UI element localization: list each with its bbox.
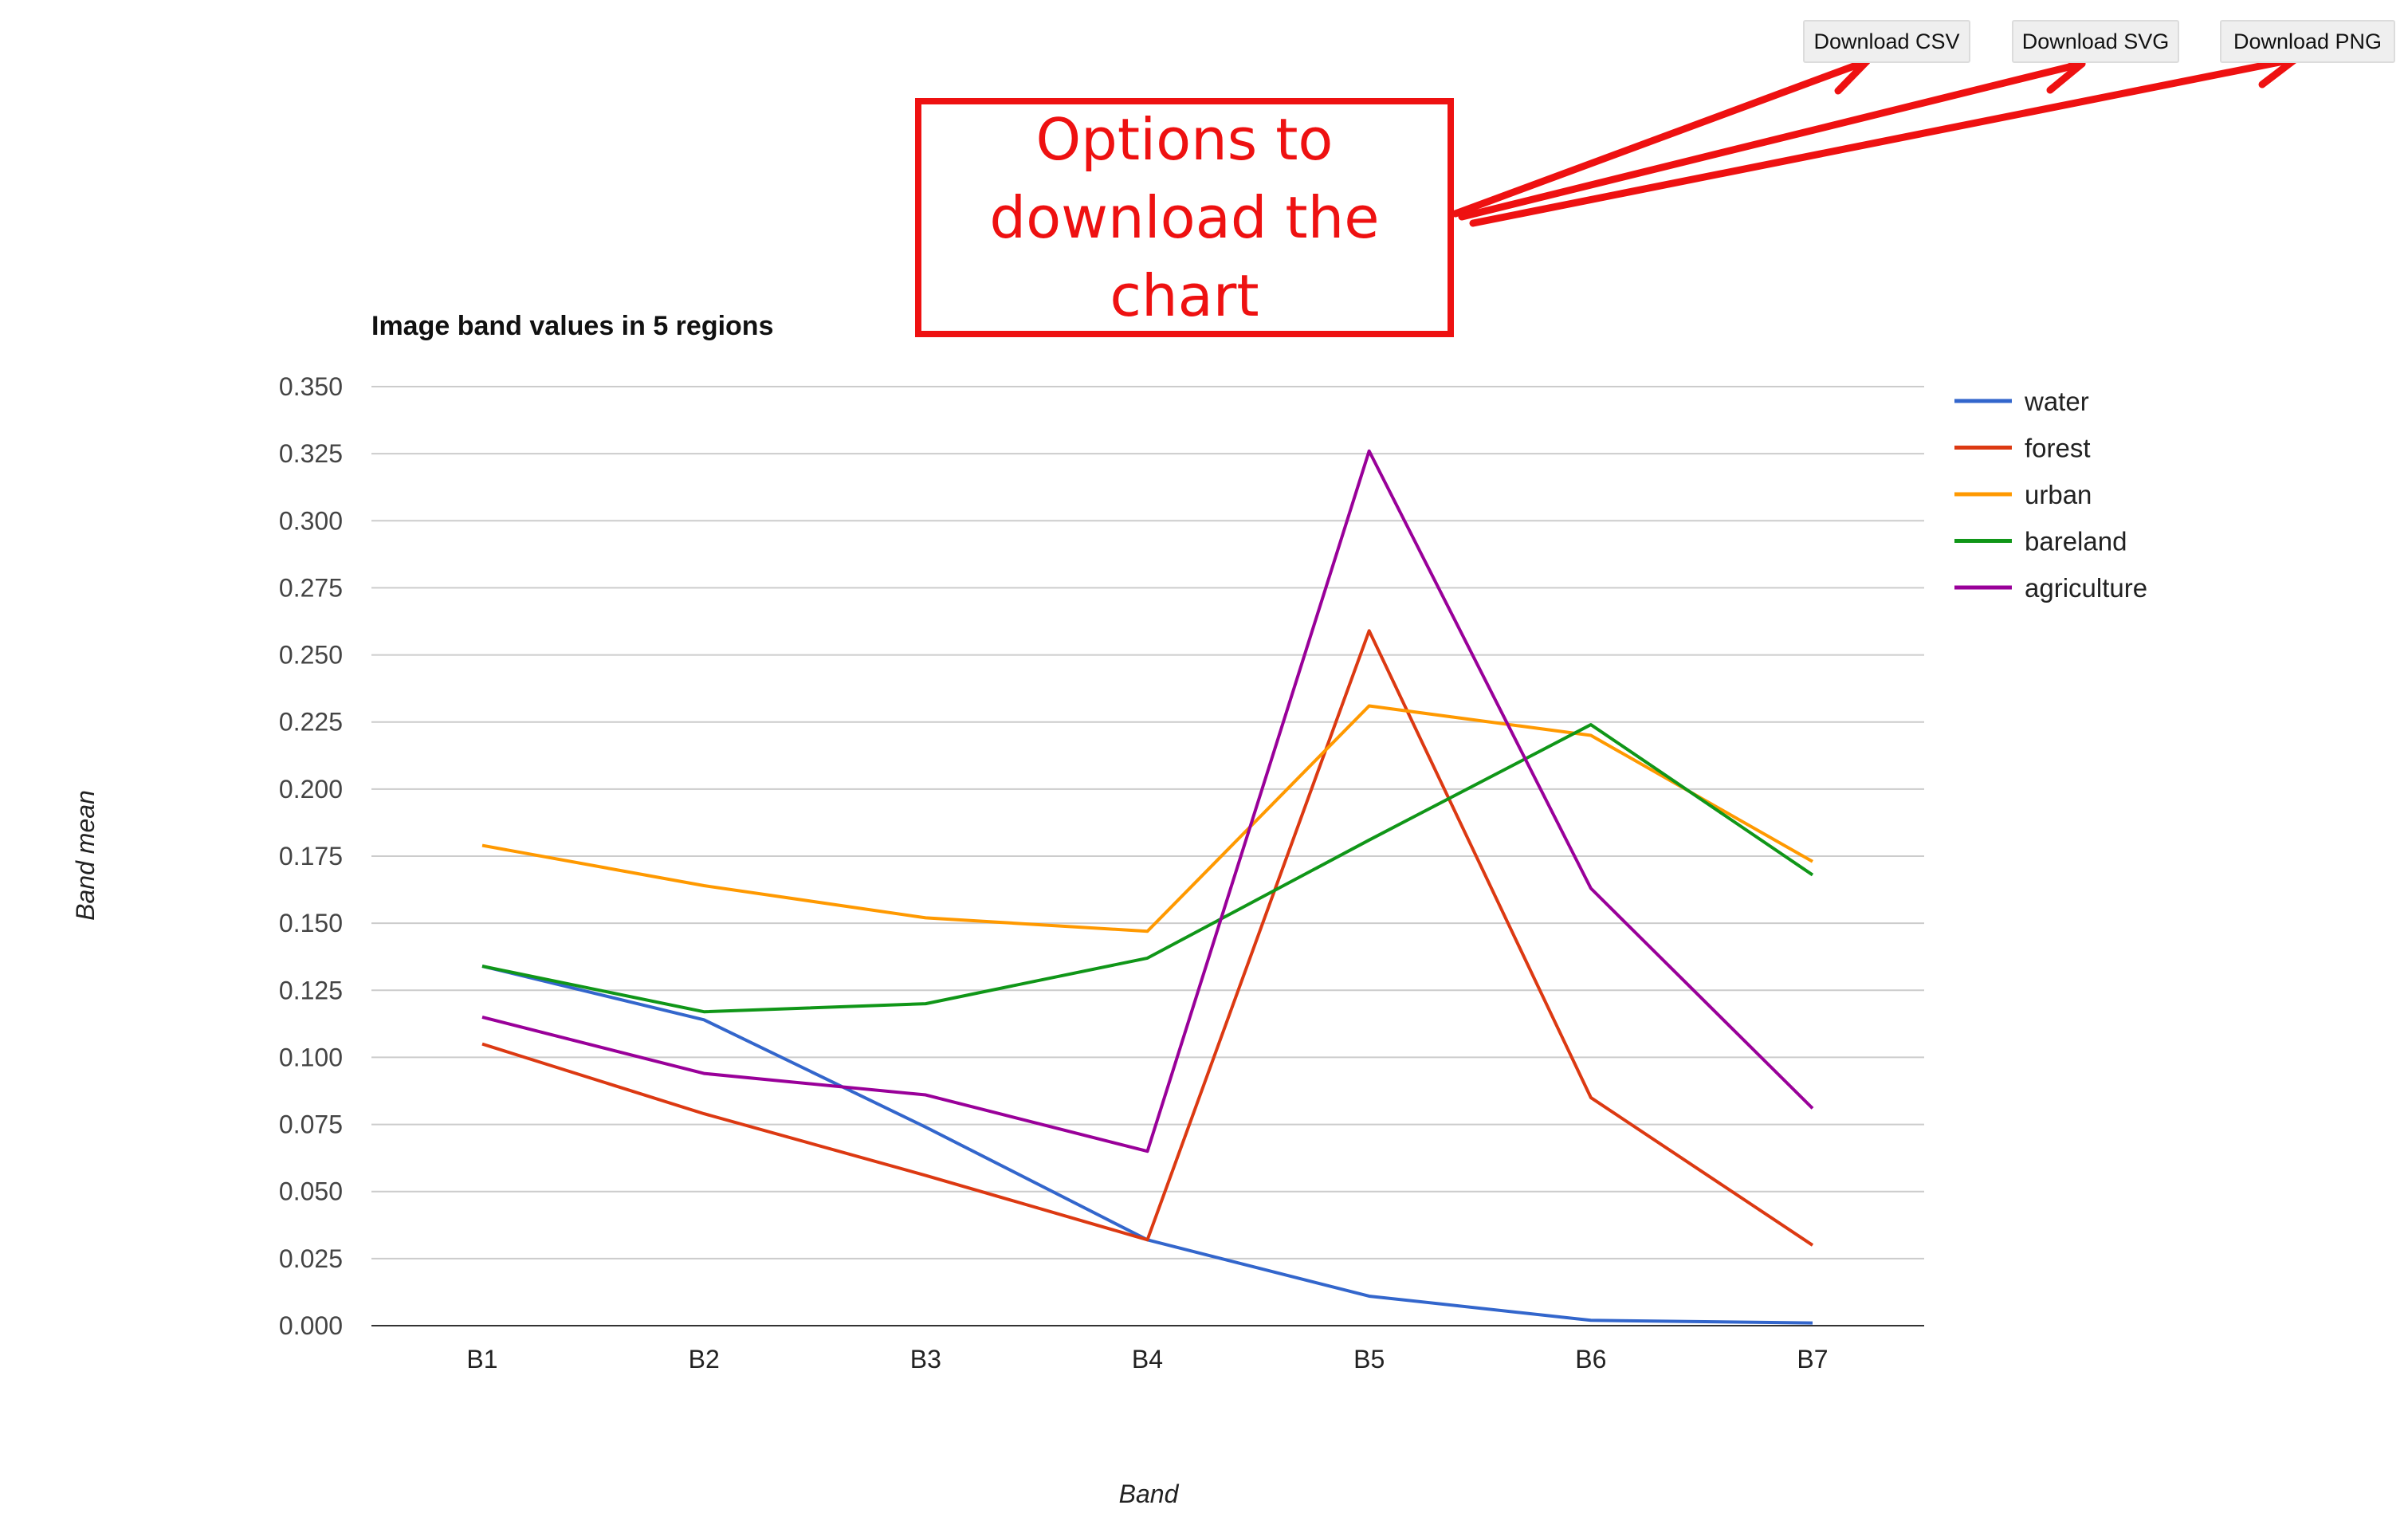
annotation-line-2: download the (989, 184, 1380, 251)
y-axis-label: Band mean (71, 790, 100, 921)
y-tick-label: 0.350 (279, 372, 343, 401)
download-csv-button[interactable]: Download CSV (1803, 20, 1970, 63)
x-tick-label: B2 (689, 1345, 720, 1373)
y-tick-label: 0.300 (279, 506, 343, 535)
chart-title: Image band values in 5 regions (371, 311, 774, 341)
y-tick-label: 0.250 (279, 641, 343, 670)
x-tick-label: B1 (466, 1345, 497, 1373)
legend-label-bareland: bareland (2025, 527, 2127, 556)
series-line-bareland (481, 723, 1814, 1014)
download-svg-button[interactable]: Download SVG (2012, 20, 2179, 63)
y-tick-label: 0.050 (279, 1177, 343, 1206)
annotation-line-3: chart (1110, 262, 1259, 329)
annotation-text: Options to download the chart (989, 100, 1379, 335)
x-tick-label: B6 (1575, 1345, 1606, 1373)
y-tick-label: 0.275 (279, 573, 343, 602)
y-tick-label: 0.225 (279, 708, 343, 737)
series-line-forest (481, 629, 1814, 1247)
y-tick-label: 0.150 (279, 909, 343, 937)
legend-label-urban: urban (2025, 480, 2092, 509)
legend-label-water: water (2024, 387, 2089, 416)
y-axis-ticks: 0.000 0.025 0.050 0.075 0.100 0.125 0.150 0.175… (279, 372, 343, 1340)
legend-label-forest: forest (2025, 434, 2091, 463)
y-tick-label: 0.175 (279, 842, 343, 870)
y-tick-label: 0.075 (279, 1110, 343, 1139)
annotation-callout-box: Options to download the chart (915, 98, 1454, 337)
x-axis-label: Band (1119, 1480, 1180, 1508)
legend-label-agriculture: agriculture (2025, 573, 2147, 603)
x-axis-ticks: B1 B2 B3 B4 B5 B6 B7 (466, 1345, 1828, 1373)
annotation-line-1: Options to (1035, 106, 1334, 173)
series-line-urban (481, 704, 1813, 933)
x-tick-label: B4 (1132, 1345, 1163, 1373)
x-tick-label: B5 (1353, 1345, 1385, 1373)
grid-lines (371, 386, 1924, 1326)
y-tick-label: 0.100 (279, 1043, 343, 1071)
x-tick-label: B3 (910, 1345, 941, 1373)
y-tick-label: 0.200 (279, 775, 343, 804)
x-tick-label: B7 (1797, 1345, 1828, 1373)
y-tick-label: 0.125 (279, 976, 343, 1004)
y-tick-label: 0.025 (279, 1244, 343, 1273)
series-lines (481, 449, 1814, 1325)
y-tick-label: 0.000 (279, 1311, 343, 1340)
legend: water forest urban bareland agriculture (1954, 387, 2147, 603)
y-tick-label: 0.325 (279, 439, 343, 468)
series-line-agriculture (481, 449, 1814, 1153)
download-png-button[interactable]: Download PNG (2220, 20, 2395, 63)
series-line-water (481, 965, 1813, 1325)
